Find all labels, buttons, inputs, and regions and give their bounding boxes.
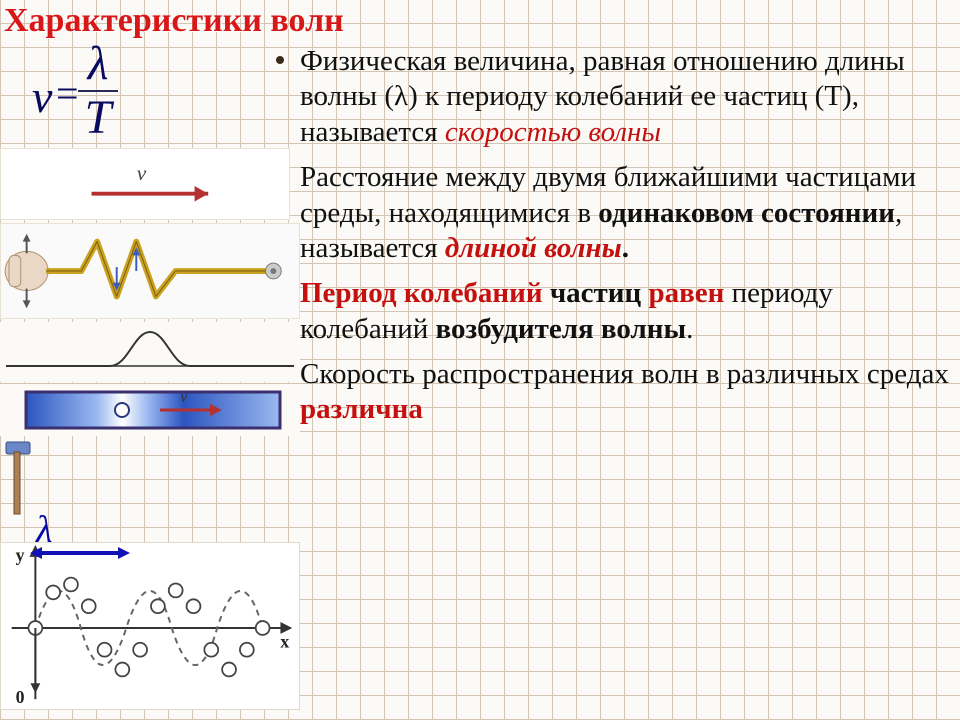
ill-longitudinal-bar: v⃗ [0,384,300,436]
formula-eq: = [56,74,79,114]
p2-b: одинаковом состоянии [598,197,895,229]
svg-text:v⃗: v⃗ [137,161,163,185]
velocity-formula: v = λ T [78,40,118,142]
p1-lam: λ [394,80,408,112]
y-axis-label: y [16,545,25,565]
lambda-arrow-icon [30,545,130,561]
p2-dot: . [622,232,629,264]
x-axis-label: x [280,632,289,652]
ill-hand-rope [0,223,300,319]
formula-denominator: T [78,94,118,142]
formula-lhs: v [32,74,52,120]
title-text: Характеристики волн [4,2,344,39]
p3-a: Период колебаний [300,277,550,309]
p3-b: частиц [550,277,649,309]
paragraph-2: Расстояние между двумя ближайшими частиц… [300,160,950,266]
formula-numerator: λ [78,40,118,88]
p4-a: Скорость распространения волн в различны… [300,358,949,390]
page-title: Характеристики волн [4,2,344,40]
ill-velocity-arrow: v⃗ [0,148,290,220]
svg-text:v⃗: v⃗ [180,389,200,406]
bullet-icon [276,56,284,64]
ill-pulse-line [0,322,300,382]
text-column: Физическая величина, равная отношению дл… [300,44,950,438]
paragraph-4: Скорость распространения волн в различны… [300,357,950,428]
paragraph-1: Физическая величина, равная отношению дл… [300,44,950,150]
p3-dot: . [686,313,693,345]
p2-emph: длиной волны [445,232,622,264]
p3-e: возбудителя волны [436,313,687,345]
p1-emph: скоростью волны [445,116,661,148]
wave-graph: y x 0 [0,542,300,710]
p3-c: равен [648,277,731,309]
zero-label: 0 [16,687,25,707]
paragraph-3: Период колебаний частиц равен периоду ко… [300,276,950,347]
p4-b: различна [300,393,423,425]
